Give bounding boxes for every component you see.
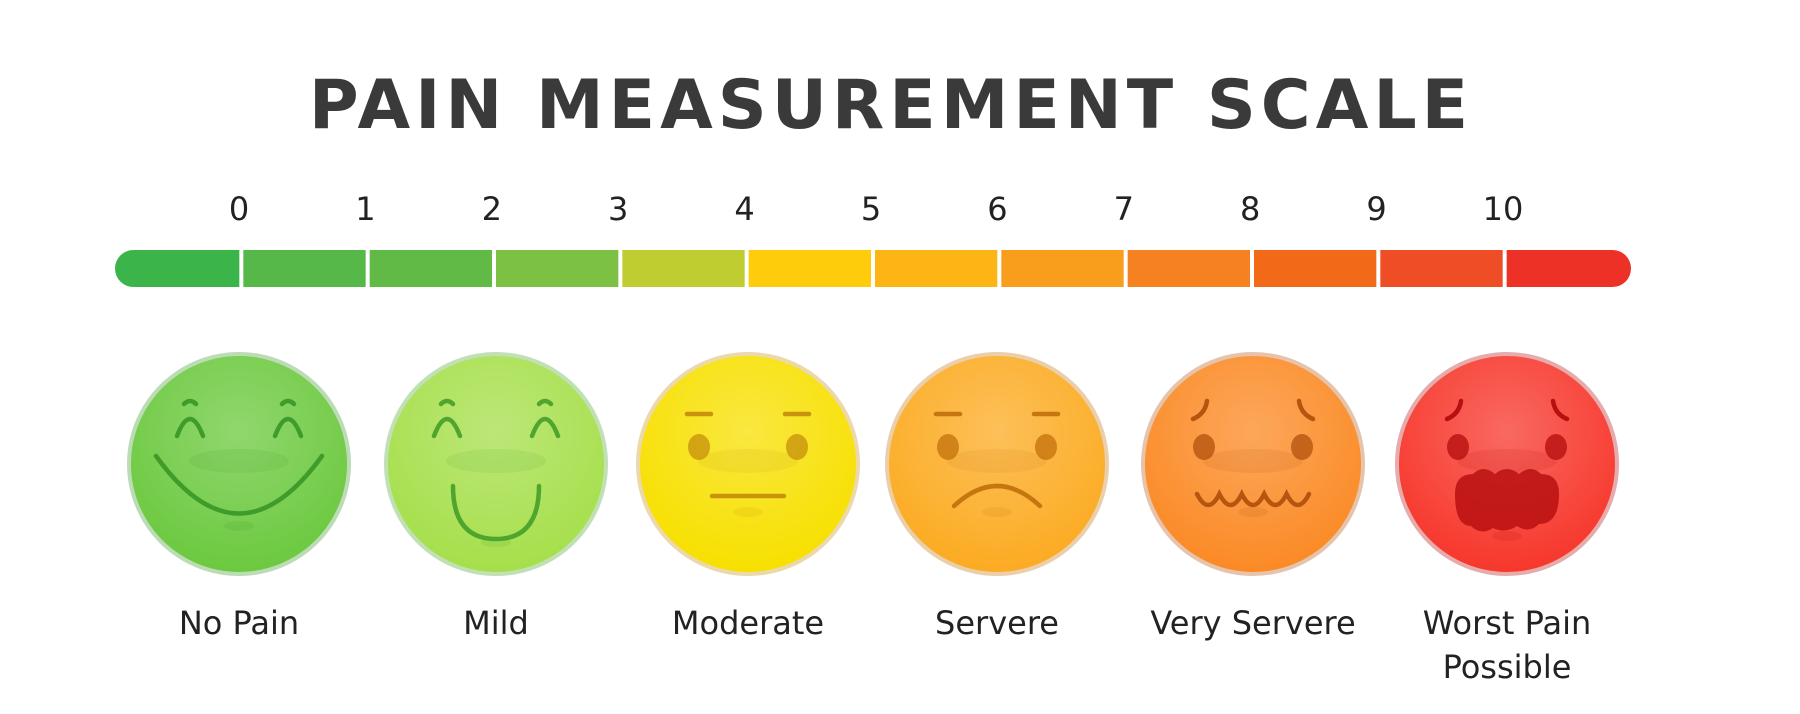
mouth-icon — [1455, 469, 1559, 532]
nose-shadow — [947, 449, 1047, 473]
chin-shadow — [1492, 531, 1522, 541]
chin-shadow — [982, 507, 1012, 517]
scale-segment — [1254, 250, 1377, 287]
eye-icon — [1447, 434, 1469, 460]
face-frown — [885, 352, 1109, 576]
scale-segment — [875, 250, 998, 287]
scale-number: 2 — [482, 190, 502, 228]
mouth-icon — [153, 453, 325, 516]
color-scale-bar — [115, 250, 1631, 287]
face-label: Possible — [1443, 648, 1572, 686]
scale-segment — [1001, 250, 1124, 287]
mouth-icon — [1194, 489, 1312, 508]
face-label: Mild — [463, 604, 529, 642]
eyebrow-icon — [438, 398, 456, 407]
scale-segment — [748, 250, 871, 287]
scale-number: 4 — [734, 190, 754, 228]
mouth-icon — [951, 483, 1043, 509]
scale-segment — [1380, 250, 1503, 287]
chin-shadow — [1238, 507, 1268, 517]
nose-shadow — [189, 449, 289, 473]
eye-icon — [1193, 434, 1215, 460]
scale-number: 9 — [1366, 190, 1386, 228]
face-wavy — [1141, 352, 1365, 576]
eye-icon — [937, 434, 959, 460]
face-crying — [1395, 352, 1619, 576]
eye-icon — [1035, 434, 1057, 460]
chin-shadow — [224, 521, 254, 531]
closed-eye-icon — [431, 416, 463, 439]
scale-number: 0 — [229, 190, 249, 228]
scale-number: 5 — [861, 190, 881, 228]
mouth-icon — [450, 483, 542, 542]
face-big-smile — [127, 352, 351, 576]
scale-segment — [622, 250, 745, 287]
faces-row: No Pain Mild Moderate Servere Very Servere Wo… — [127, 352, 1619, 686]
eye-icon — [688, 434, 710, 460]
eye-icon — [786, 434, 808, 460]
scale-number: 1 — [355, 190, 375, 228]
face-label: Moderate — [672, 604, 824, 642]
nose-shadow — [1203, 449, 1303, 473]
chin-shadow — [481, 537, 511, 547]
face-label: No Pain — [179, 604, 299, 642]
nose-shadow — [698, 449, 798, 473]
scale-number: 3 — [608, 190, 628, 228]
closed-eye-icon — [272, 416, 304, 439]
scale-segment — [243, 250, 366, 287]
scale-segment — [496, 250, 619, 287]
eye-icon — [1545, 434, 1567, 460]
scale-segment — [369, 250, 492, 287]
scale-segment — [1127, 250, 1250, 287]
scale-segment — [1506, 250, 1631, 287]
eye-icon — [1291, 434, 1313, 460]
nose-shadow — [446, 449, 546, 473]
chin-shadow — [733, 507, 763, 517]
scale-number: 6 — [987, 190, 1007, 228]
scale-segment — [115, 250, 240, 287]
eyebrow-icon — [536, 398, 554, 407]
worried-eyebrow-icon — [1444, 398, 1464, 422]
scale-number: 7 — [1114, 190, 1134, 228]
eyebrow-icon — [279, 398, 297, 407]
face-smile — [384, 352, 608, 576]
worried-eyebrow-icon — [1190, 398, 1210, 422]
face-neutral — [636, 352, 860, 576]
face-label: Worst Pain — [1423, 604, 1592, 642]
page-title: PAIN MEASUREMENT SCALE — [309, 66, 1473, 145]
closed-eye-icon — [174, 416, 206, 439]
scale-number: 8 — [1240, 190, 1260, 228]
worried-eyebrow-icon — [1296, 398, 1316, 422]
face-label: Servere — [935, 604, 1059, 642]
closed-eye-icon — [529, 416, 561, 439]
eyebrow-icon — [181, 398, 199, 407]
face-label: Very Servere — [1150, 604, 1355, 642]
worried-eyebrow-icon — [1550, 398, 1570, 422]
scale-numbers: 0 1 2 3 4 5 6 7 8 9 10 — [229, 190, 1524, 228]
scale-number: 10 — [1483, 190, 1524, 228]
nose-shadow — [1457, 449, 1557, 473]
